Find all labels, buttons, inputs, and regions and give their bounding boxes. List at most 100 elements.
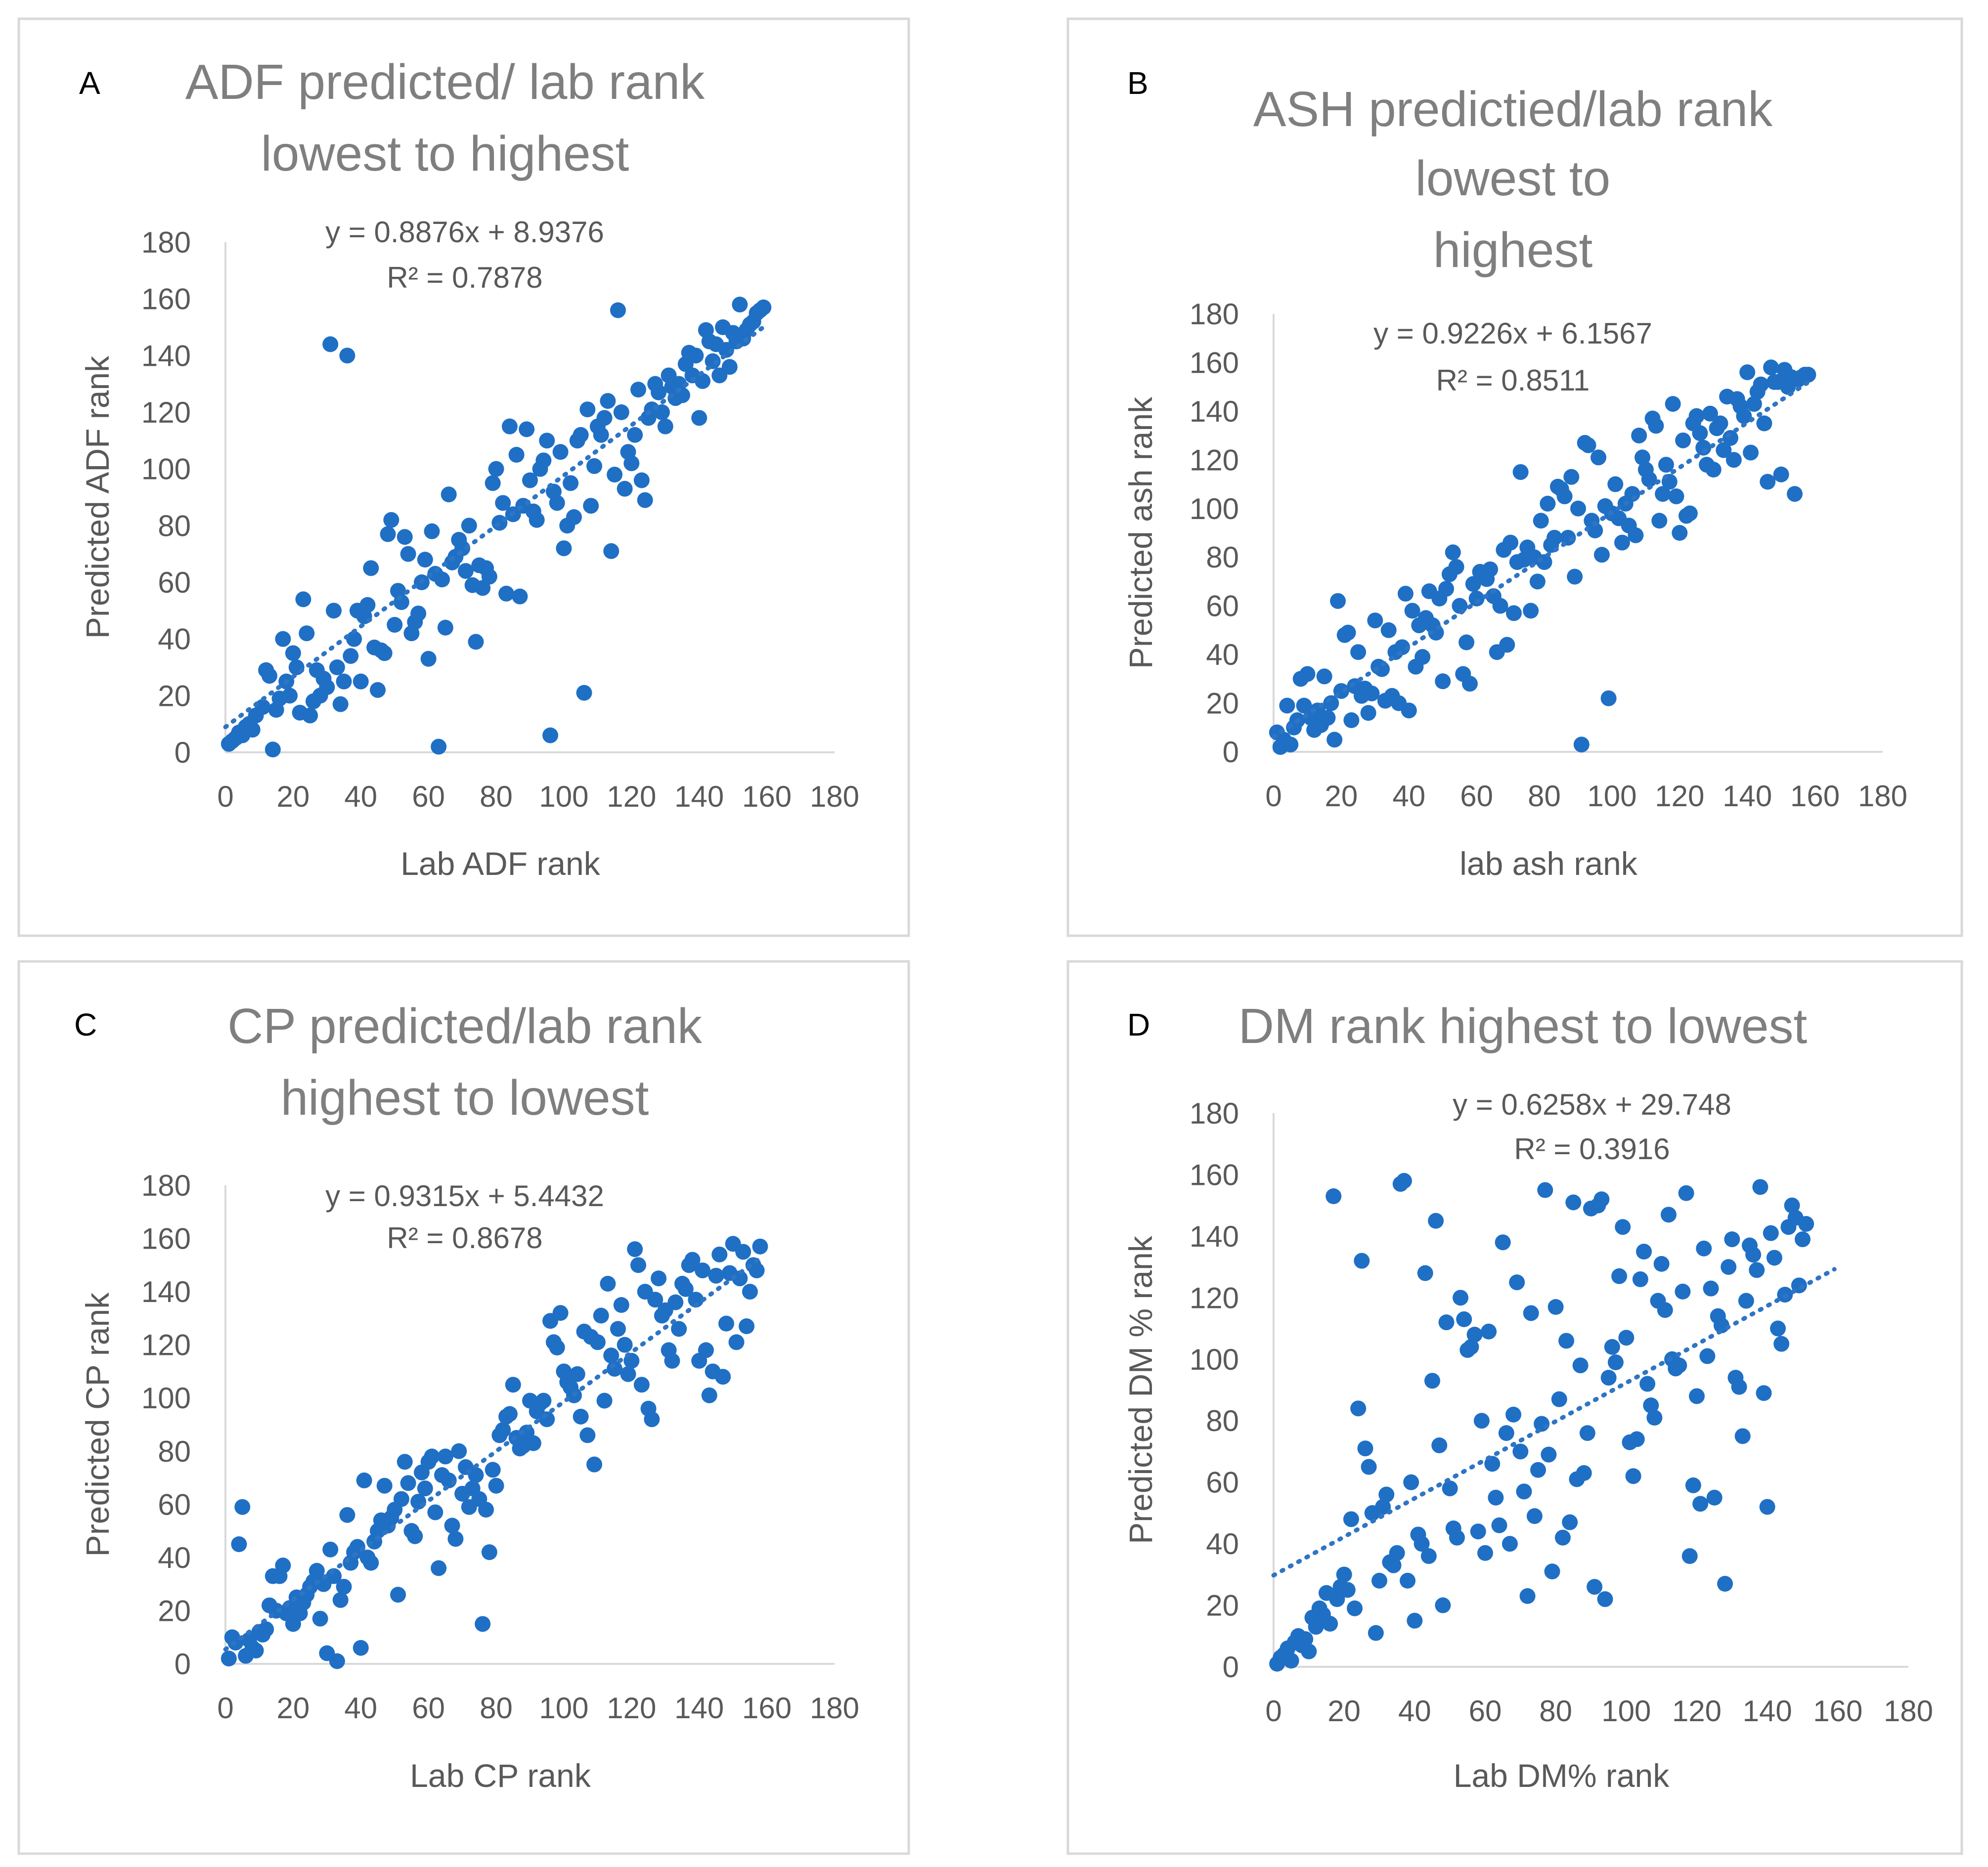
data-point-c	[488, 1477, 504, 1494]
data-point-c	[607, 1361, 623, 1377]
data-point-d	[1738, 1293, 1754, 1309]
y-axis-title-c: Predicted CP rank	[79, 1292, 116, 1557]
data-point-d	[1798, 1216, 1814, 1232]
data-point-d	[1498, 1425, 1514, 1441]
x-tick-label-a: 80	[480, 780, 513, 813]
data-point-b	[1546, 529, 1563, 546]
data-point-c	[444, 1518, 460, 1534]
x-tick-label-a: 140	[674, 780, 724, 813]
data-point-b	[1655, 486, 1671, 502]
data-point-d	[1657, 1302, 1673, 1318]
data-point-d	[1509, 1274, 1525, 1291]
data-point-a	[417, 552, 433, 568]
data-point-c	[424, 1448, 440, 1465]
data-point-d	[1763, 1225, 1779, 1241]
data-point-c	[651, 1270, 667, 1287]
data-point-d	[1325, 1188, 1342, 1204]
data-point-b	[1712, 415, 1728, 432]
panel-letter-d: D	[1127, 1007, 1150, 1042]
data-point-c	[258, 1621, 274, 1638]
data-point-d	[1491, 1517, 1507, 1533]
trendline-d	[1271, 1267, 1837, 1578]
data-point-b	[1320, 710, 1336, 726]
data-point-d	[1389, 1545, 1405, 1561]
data-point-c	[620, 1366, 636, 1382]
data-point-d	[1470, 1523, 1486, 1540]
data-point-c	[363, 1555, 379, 1571]
data-point-b	[1600, 690, 1617, 706]
x-tick-label-a: 60	[412, 780, 445, 813]
x-tick-label-b: 100	[1587, 780, 1636, 813]
data-point-b	[1296, 697, 1312, 714]
data-point-d	[1534, 1416, 1550, 1432]
data-point-d	[1625, 1468, 1641, 1484]
data-point-c	[586, 1456, 603, 1473]
data-point-d	[1770, 1320, 1786, 1337]
data-point-b	[1773, 466, 1789, 482]
data-point-a	[275, 631, 291, 647]
data-point-c	[667, 1294, 684, 1310]
data-point-b	[1461, 676, 1478, 692]
data-point-d	[1343, 1511, 1359, 1527]
data-point-c	[613, 1297, 629, 1313]
data-point-c	[630, 1257, 647, 1273]
data-point-c	[427, 1504, 443, 1520]
data-point-a	[651, 384, 667, 400]
data-point-d	[1431, 1437, 1448, 1453]
data-point-b	[1299, 666, 1316, 682]
data-point-c	[732, 1270, 748, 1287]
data-point-b	[1397, 586, 1414, 602]
x-tick-label-c: 180	[810, 1692, 859, 1725]
data-point-b	[1635, 449, 1651, 466]
data-point-d	[1544, 1563, 1560, 1580]
data-point-d	[1502, 1536, 1518, 1552]
data-point-d	[1438, 1314, 1455, 1331]
data-point-d	[1403, 1474, 1419, 1490]
data-point-c	[549, 1340, 565, 1356]
data-point-c	[376, 1477, 393, 1494]
data-point-d	[1572, 1357, 1589, 1374]
data-point-b	[1502, 534, 1519, 551]
data-point-b	[1675, 432, 1691, 448]
data-point-c	[332, 1592, 349, 1608]
y-tick-label-a: 20	[158, 679, 191, 712]
data-point-d	[1615, 1219, 1631, 1235]
data-point-c	[475, 1616, 491, 1632]
data-point-a	[593, 427, 609, 443]
data-point-d	[1488, 1489, 1504, 1506]
data-point-b	[1695, 439, 1712, 456]
data-point-a	[542, 727, 559, 743]
data-point-b	[1414, 649, 1431, 665]
data-point-c	[569, 1366, 585, 1382]
data-point-d	[1692, 1496, 1709, 1512]
data-point-a	[332, 696, 349, 712]
data-point-a	[627, 427, 643, 443]
x-axis-title-b: lab ash rank	[1459, 845, 1638, 882]
data-point-d	[1368, 1625, 1384, 1641]
data-point-a	[336, 673, 352, 690]
data-point-d	[1713, 1317, 1729, 1334]
x-tick-label-c: 0	[217, 1692, 233, 1725]
y-tick-label-b: 0	[1223, 736, 1239, 769]
data-point-a	[468, 634, 484, 650]
data-point-a	[255, 699, 271, 715]
data-point-d	[1547, 1299, 1564, 1315]
data-point-b	[1570, 500, 1586, 517]
data-point-c	[573, 1408, 589, 1425]
data-point-c	[579, 1427, 596, 1443]
data-point-b	[1739, 364, 1756, 381]
data-point-d	[1685, 1477, 1701, 1493]
y-tick-label-c: 40	[158, 1541, 191, 1574]
x-tick-label-a: 20	[277, 780, 310, 813]
data-point-d	[1453, 1290, 1469, 1306]
data-point-a	[721, 359, 738, 375]
r-squared-label-d: R² = 0.3916	[1514, 1132, 1670, 1166]
y-tick-label-a: 60	[158, 566, 191, 599]
data-point-d	[1724, 1231, 1740, 1248]
y-tick-label-b: 40	[1206, 638, 1239, 671]
data-point-a	[603, 543, 619, 559]
trendline-c	[223, 1256, 762, 1652]
data-point-a	[695, 373, 711, 389]
x-tick-label-b: 40	[1392, 780, 1425, 813]
data-point-b	[1445, 544, 1461, 561]
